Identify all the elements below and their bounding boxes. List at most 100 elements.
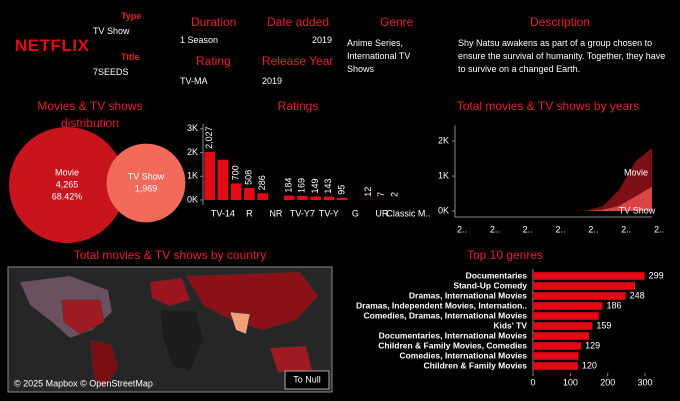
- category-label: Children & Family Movies, Comedies: [378, 340, 527, 350]
- category-label: Documentaries, International Movies: [379, 330, 528, 340]
- bar: [533, 352, 579, 360]
- value-label: 700: [231, 165, 241, 180]
- value-label: 169: [297, 178, 307, 193]
- value-label: 248: [630, 290, 645, 300]
- bar: [204, 151, 215, 200]
- date-value: 2019: [312, 35, 333, 45]
- x-tick-label: 300: [638, 377, 653, 387]
- genre-label: Genre: [380, 15, 414, 29]
- x-tick-label: TV-14: [211, 208, 235, 218]
- date-label: Date added: [267, 15, 330, 29]
- category-label: Kids' TV: [493, 320, 527, 330]
- x-tick-label: 2..: [523, 224, 533, 234]
- rating-value: TV-MA: [180, 76, 208, 86]
- x-tick-label: 2..: [490, 224, 500, 234]
- category-label: Comedies, International Movies: [399, 350, 527, 360]
- value-label: 2,027: [204, 126, 214, 149]
- y-tick-label: 0K: [187, 194, 198, 204]
- bar: [336, 197, 348, 200]
- bar: [283, 195, 295, 200]
- series-label: Movie: [624, 167, 648, 177]
- x-tick-label: NR: [269, 208, 282, 218]
- category-label: Comedies, Dramas, International Movies: [364, 310, 528, 320]
- value-label: 95: [337, 185, 347, 195]
- bar: [533, 292, 626, 300]
- bar: [533, 282, 635, 290]
- value-label: 299: [649, 270, 664, 280]
- bubble: [9, 127, 125, 243]
- x-tick-label: 2..: [555, 224, 565, 234]
- y-tick-label: 3K: [187, 123, 198, 133]
- category-label: Dramas, International Movies: [409, 290, 527, 300]
- bubble-value: 1,969: [135, 183, 158, 193]
- y-tick-label: 2K: [187, 147, 198, 157]
- value-label: 184: [284, 178, 294, 193]
- x-tick-label: 100: [563, 377, 578, 387]
- x-tick-label: R: [246, 208, 253, 218]
- value-label: 186: [606, 300, 621, 310]
- map-button[interactable]: [284, 370, 330, 390]
- map-button-label[interactable]: To Null: [293, 374, 321, 384]
- y-tick-label: 2K: [438, 135, 449, 145]
- genre-value: Anime Series, International TV Shows: [347, 38, 411, 74]
- distribution-title: Movies & TV shows distribution: [37, 99, 143, 130]
- logo: NETFLIX: [15, 36, 90, 55]
- bar: [533, 342, 582, 350]
- category-label: Dramas, Independent Movies, Internation.…: [356, 300, 527, 310]
- y-tick-label: 1K: [438, 170, 449, 180]
- bar: [310, 196, 321, 200]
- value-label: 2: [390, 192, 400, 197]
- duration-label: Duration: [191, 15, 237, 29]
- y-tick-label: 1K: [187, 171, 198, 181]
- value-label: 7: [376, 192, 386, 197]
- x-tick-label: 0: [530, 377, 535, 387]
- value-label: 508: [244, 170, 254, 185]
- genres-title: Top 10 genres: [467, 248, 543, 262]
- series-label: TV Show: [619, 205, 656, 215]
- ratings-title: Ratings: [278, 99, 319, 113]
- bar: [533, 332, 590, 340]
- duration-value: 1 Season: [180, 35, 219, 45]
- x-tick-label: 2..: [588, 224, 598, 234]
- category-label: Children & Family Movies: [424, 360, 528, 370]
- map-attribution: © 2025 Mapbox © OpenStreetMap: [14, 378, 153, 388]
- bubble-value: 4,265: [56, 179, 79, 189]
- value-label: 143: [323, 179, 333, 194]
- title-label: Title: [121, 52, 140, 62]
- bar: [297, 195, 308, 200]
- description-label: Description: [530, 15, 591, 29]
- category-label: Documentaries: [466, 270, 528, 280]
- x-tick-label: 200: [600, 377, 615, 387]
- area: [455, 148, 652, 211]
- value-label: 120: [582, 360, 597, 370]
- description-value: Shy Natsu awakens as part of a group cho…: [458, 38, 666, 74]
- value-label: 149: [310, 178, 320, 193]
- bubble-share: 68.42%: [52, 191, 83, 201]
- bar: [533, 272, 645, 280]
- bubble-label: TV Show: [128, 171, 165, 181]
- release-label: Release Year: [262, 54, 334, 68]
- value-label: 286: [257, 175, 267, 190]
- bar: [244, 187, 255, 200]
- bar: [533, 302, 603, 310]
- map-title: Total movies & TV shows by country: [74, 248, 267, 262]
- bubble-label: Movie: [55, 167, 79, 177]
- bar: [533, 322, 593, 330]
- bar: [217, 159, 229, 200]
- value-label: 129: [585, 340, 600, 350]
- map-land: [19, 271, 319, 389]
- value-label: 12: [363, 187, 373, 197]
- bar: [230, 183, 242, 200]
- bar: [533, 312, 599, 320]
- area: [455, 186, 652, 211]
- value-label: 159: [596, 320, 611, 330]
- x-tick-label: 2..: [654, 224, 664, 234]
- x-tick-label: 2..: [457, 224, 467, 234]
- years-title: Total movies & TV shows by years: [457, 99, 640, 113]
- release-value: 2019: [262, 76, 283, 86]
- bar: [257, 193, 268, 200]
- rating-label: Rating: [196, 54, 231, 68]
- bar: [533, 362, 578, 370]
